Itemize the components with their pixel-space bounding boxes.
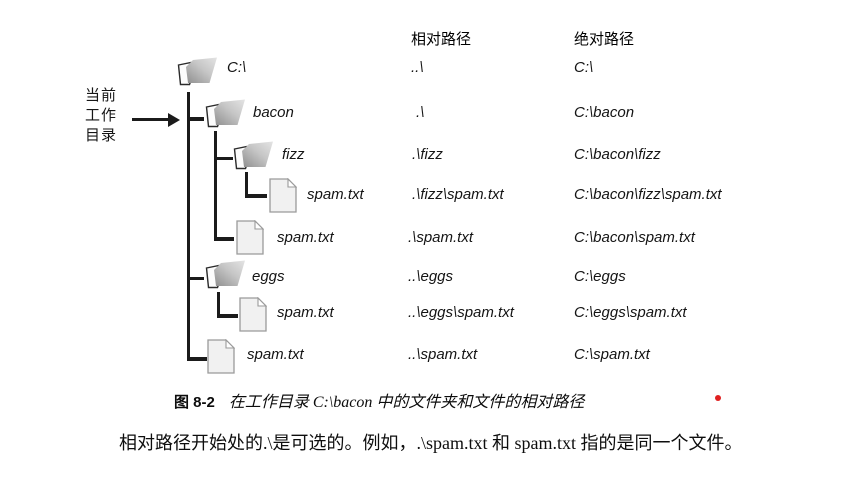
tree-node-label: eggs: [252, 268, 285, 285]
file-icon: [269, 178, 297, 213]
absolute-path-cell: C:\: [574, 59, 594, 76]
file-icon: [236, 220, 264, 255]
absolute-path-cell: C:\eggs: [574, 268, 626, 285]
file-icon: [207, 339, 235, 374]
tree-node-label: spam.txt: [277, 304, 334, 321]
tree-line-bacon-bottom: [214, 237, 234, 241]
tree-line-tick-fizz: [214, 156, 233, 160]
folder-icon: [204, 98, 246, 128]
relative-path-cell: .\spam.txt: [408, 229, 474, 246]
tree-node-label: spam.txt: [307, 186, 364, 203]
tree-node-label: spam.txt: [247, 346, 304, 363]
absolute-path-cell: C:\eggs\spam.txt: [574, 304, 687, 321]
cwd-label: 当前 工作 目录: [85, 87, 118, 144]
relative-path-cell: ..\eggs\spam.txt: [408, 304, 514, 321]
tree-node-label: C:\: [227, 59, 247, 76]
relative-path-cell: .\: [416, 104, 425, 121]
tree-line-bacon-vertical: [214, 131, 217, 241]
relative-path-cell: .\fizz\spam.txt: [412, 186, 504, 203]
relative-path-cell: .\fizz: [412, 146, 443, 163]
figure-caption-text: 在工作目录 C:\bacon 中的文件夹和文件的相对路径: [228, 394, 585, 411]
tree-node-label: spam.txt: [277, 229, 334, 246]
relative-path-cell: ..\eggs: [408, 268, 454, 285]
tree-line-main-bottom: [187, 357, 207, 361]
absolute-path-cell: C:\bacon\fizz: [574, 146, 661, 163]
cwd-arrow-icon: [168, 112, 180, 127]
relative-path-cell: ..\spam.txt: [408, 346, 478, 363]
folder-icon: [232, 140, 274, 170]
tree-line-eggs-bottom: [217, 314, 238, 318]
tree-line-tick-eggs: [187, 276, 204, 280]
body-paragraph: 相对路径开始处的.\是可选的。例如，.\spam.txt 和 spam.txt …: [119, 433, 743, 453]
tree-line-tick-bacon: [187, 117, 204, 121]
absolute-path-header: 绝对路径: [574, 31, 635, 48]
tree-node-label: bacon: [253, 104, 294, 121]
tree-line-main-vertical: [187, 92, 190, 361]
relative-path-header: 相对路径: [411, 31, 472, 48]
red-marker-dot: [715, 395, 721, 401]
relative-path-cell: ..\: [411, 59, 424, 76]
figure-caption: 图 8-2 在工作目录 C:\bacon 中的文件夹和文件的相对路径: [174, 388, 584, 412]
tree-line-fizz-vertical: [245, 172, 248, 198]
tree-node-label: fizz: [282, 146, 305, 163]
folder-icon: [204, 259, 246, 289]
cwd-arrow-line: [132, 118, 170, 121]
folder-icon: [176, 56, 218, 86]
absolute-path-cell: C:\bacon\fizz\spam.txt: [574, 186, 722, 203]
file-icon: [239, 297, 267, 332]
tree-line-eggs-vertical: [217, 292, 220, 318]
absolute-path-cell: C:\bacon: [574, 104, 635, 121]
figure-caption-number: 图 8-2: [174, 394, 215, 411]
absolute-path-cell: C:\bacon\spam.txt: [574, 229, 695, 246]
tree-line-fizz-bottom: [245, 194, 267, 198]
absolute-path-cell: C:\spam.txt: [574, 346, 650, 363]
